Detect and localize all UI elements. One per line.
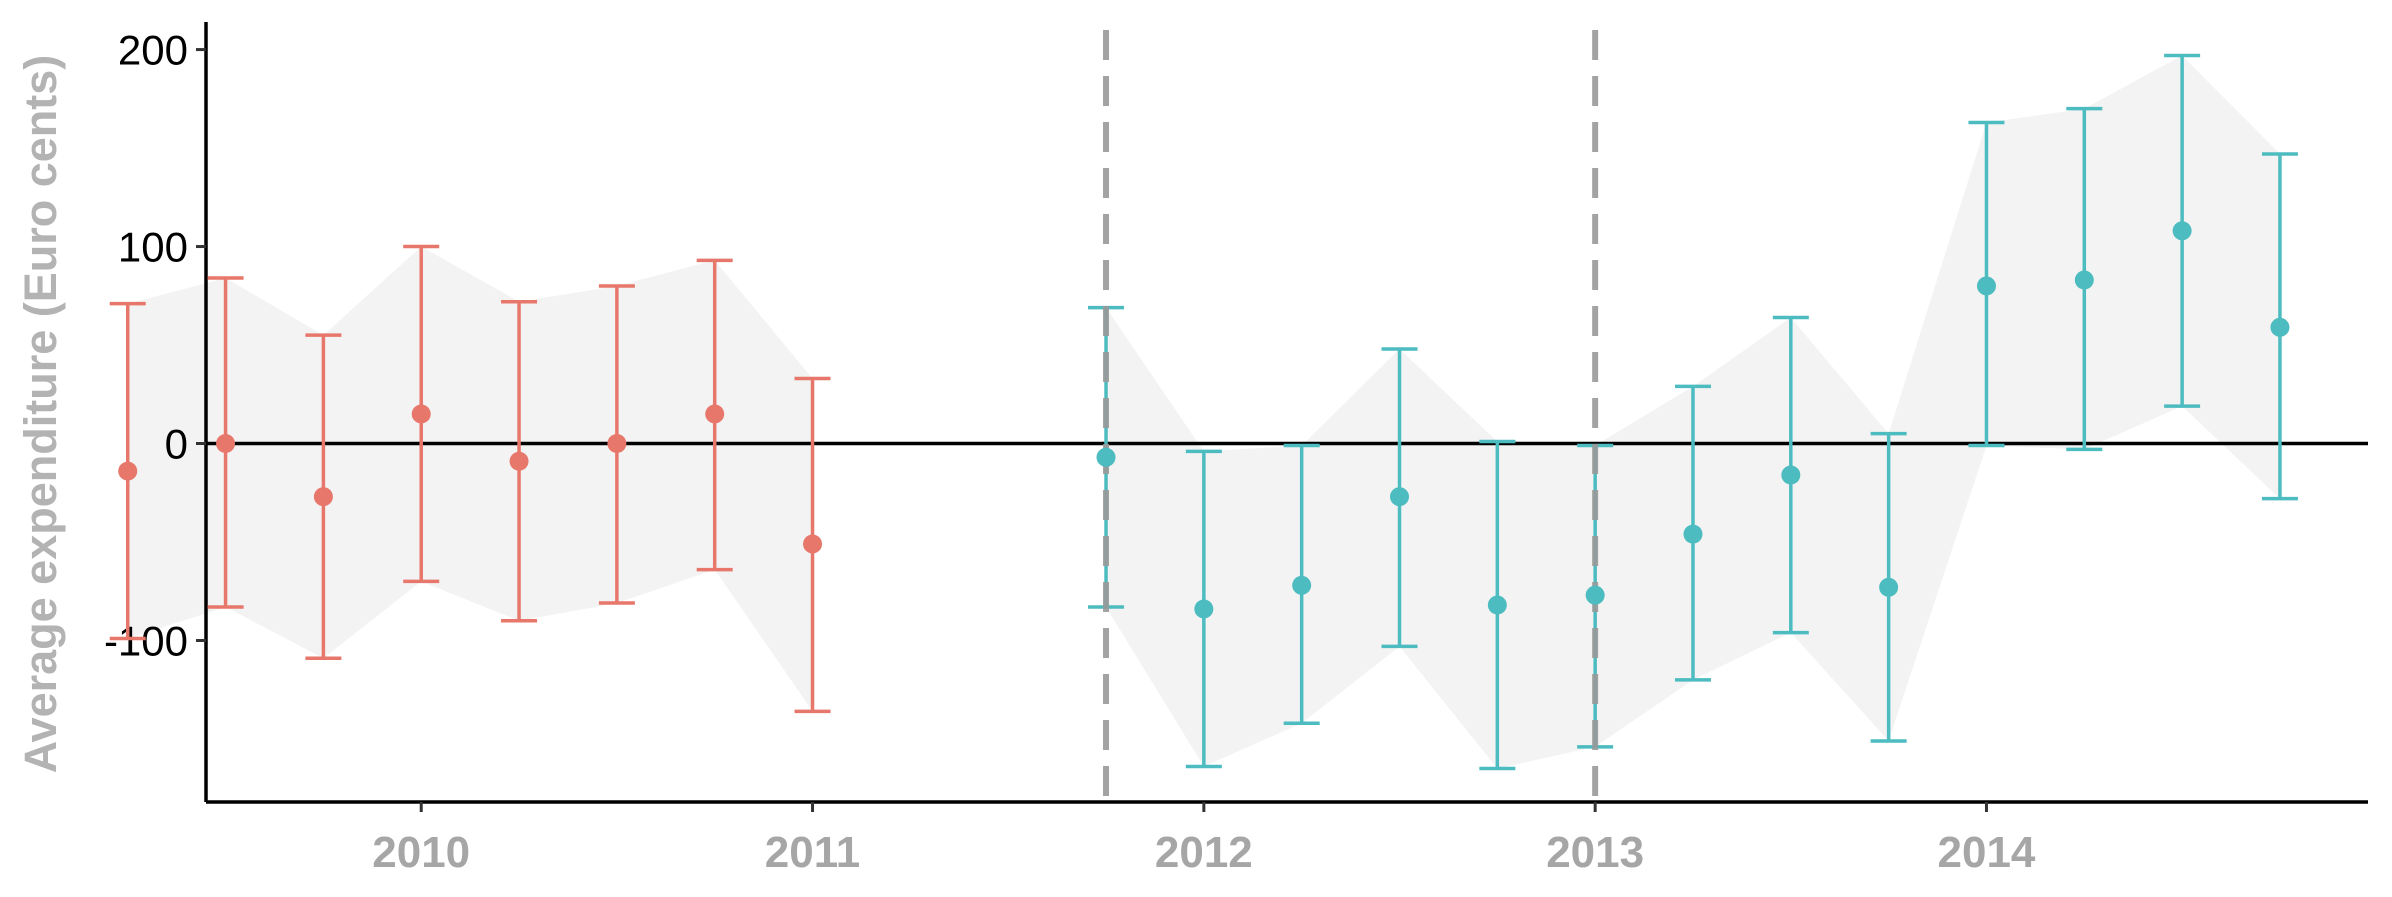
data-point bbox=[2172, 221, 2192, 241]
data-points bbox=[118, 221, 2290, 619]
ribbon-series-1 bbox=[127, 246, 813, 712]
data-point bbox=[1487, 595, 1507, 615]
data-point bbox=[216, 434, 236, 454]
data-point bbox=[2270, 317, 2290, 337]
x-tick-label: 2014 bbox=[1938, 828, 2036, 877]
x-tick-label: 2010 bbox=[372, 828, 470, 877]
y-tick-label: 0 bbox=[165, 421, 188, 468]
data-point bbox=[1585, 585, 1605, 605]
data-point bbox=[1194, 599, 1214, 619]
data-point bbox=[803, 534, 823, 554]
x-tick-label: 2011 bbox=[765, 828, 860, 877]
x-tick-label: 2013 bbox=[1546, 828, 1644, 877]
data-point bbox=[411, 404, 431, 424]
y-tick-label: -100 bbox=[104, 617, 188, 664]
y-tick-label: 200 bbox=[118, 27, 188, 74]
error-bars bbox=[109, 53, 2298, 771]
x-axis-ticks: 2010 2011 2012 2013 2014 bbox=[372, 802, 2036, 877]
y-axis-ticks: 200 100 0 -100 bbox=[104, 27, 206, 664]
data-point bbox=[1781, 465, 1801, 485]
data-point bbox=[2074, 270, 2094, 290]
data-point bbox=[1976, 276, 1996, 296]
data-point bbox=[1096, 447, 1116, 467]
reference-vlines bbox=[1103, 30, 1599, 802]
y-axis-label: Average expenditure (Euro cents) bbox=[15, 55, 66, 774]
axes bbox=[204, 22, 2368, 804]
data-point bbox=[1390, 487, 1410, 507]
x-tick-label: 2012 bbox=[1155, 828, 1253, 877]
y-tick-label: 100 bbox=[118, 224, 188, 271]
data-point bbox=[1292, 575, 1312, 595]
data-point bbox=[1879, 577, 1899, 597]
data-point bbox=[118, 461, 138, 481]
data-point bbox=[509, 451, 529, 471]
data-point bbox=[1683, 524, 1703, 544]
data-point bbox=[313, 487, 333, 507]
data-point bbox=[607, 434, 627, 454]
data-point bbox=[705, 404, 725, 424]
